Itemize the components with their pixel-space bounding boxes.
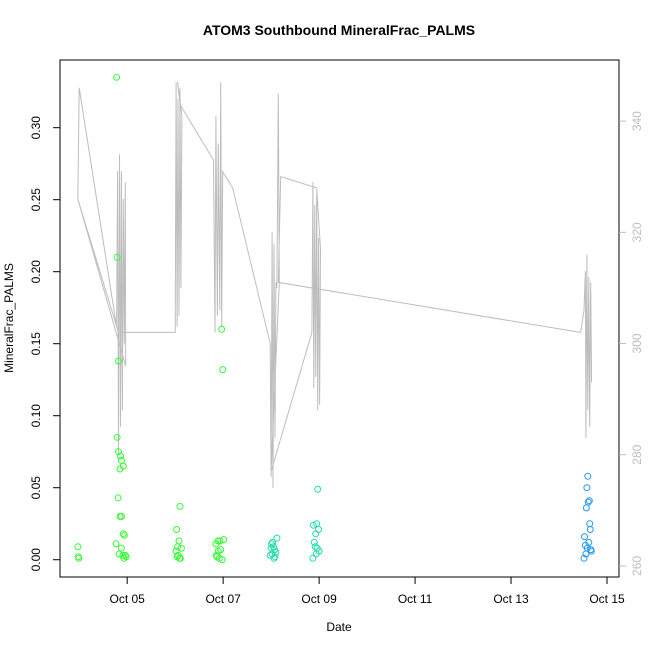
scatter-point (119, 530, 127, 538)
y-tick-label: 0.05 (29, 476, 43, 500)
scatter-point (584, 498, 592, 506)
scatter-point (586, 520, 594, 528)
y2-tick-label: 280 (630, 444, 644, 464)
scatter-point (270, 554, 278, 562)
scatter-point (75, 554, 83, 562)
x-axis-label: Date (326, 620, 352, 634)
scatter-point (121, 551, 129, 559)
scatter-point (217, 546, 225, 554)
scatter-point (115, 357, 122, 365)
chart-title: ATOM3 Southbound MineralFrac_PALMS (203, 22, 475, 38)
scatter-series (74, 73, 595, 564)
scatter-point (117, 456, 125, 464)
line-series (77, 82, 593, 489)
y-tick-label: 0.15 (29, 332, 43, 356)
scatter-point (220, 536, 228, 544)
y2-tick-label: 320 (630, 222, 644, 242)
scatter-point (113, 73, 121, 81)
scatter-point (176, 502, 184, 510)
scatter-point (311, 543, 319, 551)
x-tick-label: Oct 11 (398, 592, 433, 606)
scatter-point (119, 551, 127, 559)
scatter-point (122, 553, 130, 561)
y-tick-label: 0.10 (29, 404, 43, 428)
scatter-point (175, 537, 183, 545)
scatter-point (113, 433, 121, 441)
x-tick-label: Oct 07 (205, 592, 241, 606)
scatter-point (586, 526, 594, 533)
y-tick-label: 0.25 (29, 188, 43, 212)
x-tick-label: Oct 09 (301, 592, 337, 606)
scatter-point (112, 540, 120, 548)
scatter-point (218, 556, 226, 564)
scatter-point (117, 452, 124, 460)
scatter-point (117, 513, 125, 520)
scatter-point (113, 253, 121, 261)
scatter-point (583, 484, 591, 492)
scatter-point (581, 533, 588, 541)
scatter-point (115, 550, 123, 558)
y2-tick-label: 340 (630, 111, 644, 131)
y-tick-label: 0.20 (29, 260, 43, 284)
y-axis-left: 0.00 0.05 0.10 0.15 0.20 0.25 0.30 (29, 116, 60, 572)
y-axis-label: MineralFrac_PALMS (2, 263, 16, 373)
scatter-point (119, 462, 127, 470)
scatter-point (584, 472, 592, 480)
y-tick-label: 0.30 (29, 116, 43, 140)
plot-frame (59, 59, 620, 578)
x-tick-label: Oct 05 (109, 592, 145, 606)
scatter-point (173, 526, 181, 533)
scatter-point (587, 546, 595, 554)
scatter-point (176, 554, 184, 562)
scatter-point (273, 534, 281, 542)
scatter-point (580, 554, 588, 562)
y2-tick-label: 300 (630, 333, 644, 353)
scatter-point (114, 494, 122, 502)
y-tick-label: 0.00 (29, 548, 43, 572)
scatter-point (269, 538, 277, 546)
scatter-point (313, 544, 321, 552)
scatter-point (213, 553, 221, 561)
scatter-point (309, 521, 317, 529)
scatter-point (74, 543, 82, 551)
scatter-point (312, 530, 320, 538)
scatter-point (115, 448, 122, 456)
scatter-point (585, 538, 593, 546)
scatter-point (582, 504, 590, 512)
scatter-point (219, 366, 227, 374)
scatter-point (315, 526, 323, 533)
x-tick-label: Oct 13 (493, 592, 529, 606)
scatter-point (314, 485, 322, 493)
scatter-point (310, 538, 318, 546)
scatter-point (218, 325, 226, 333)
scatter-point (120, 531, 128, 539)
scatter-point (117, 544, 125, 552)
y-axis-right: 260 280 300 320 340 (619, 111, 644, 576)
y2-tick-label: 260 (630, 556, 644, 576)
scatter-point (177, 544, 185, 552)
scatter-point (268, 550, 276, 558)
scatter-point (309, 554, 317, 562)
x-tick-label: Oct 15 (589, 592, 625, 606)
x-axis: Oct 05 Oct 07 Oct 09 Oct 11 Oct 13 Oct 15 (109, 577, 625, 606)
scatter-point (173, 553, 181, 561)
scatter-point (216, 537, 224, 545)
scatter-point (585, 497, 593, 505)
line-series-path (77, 82, 593, 489)
